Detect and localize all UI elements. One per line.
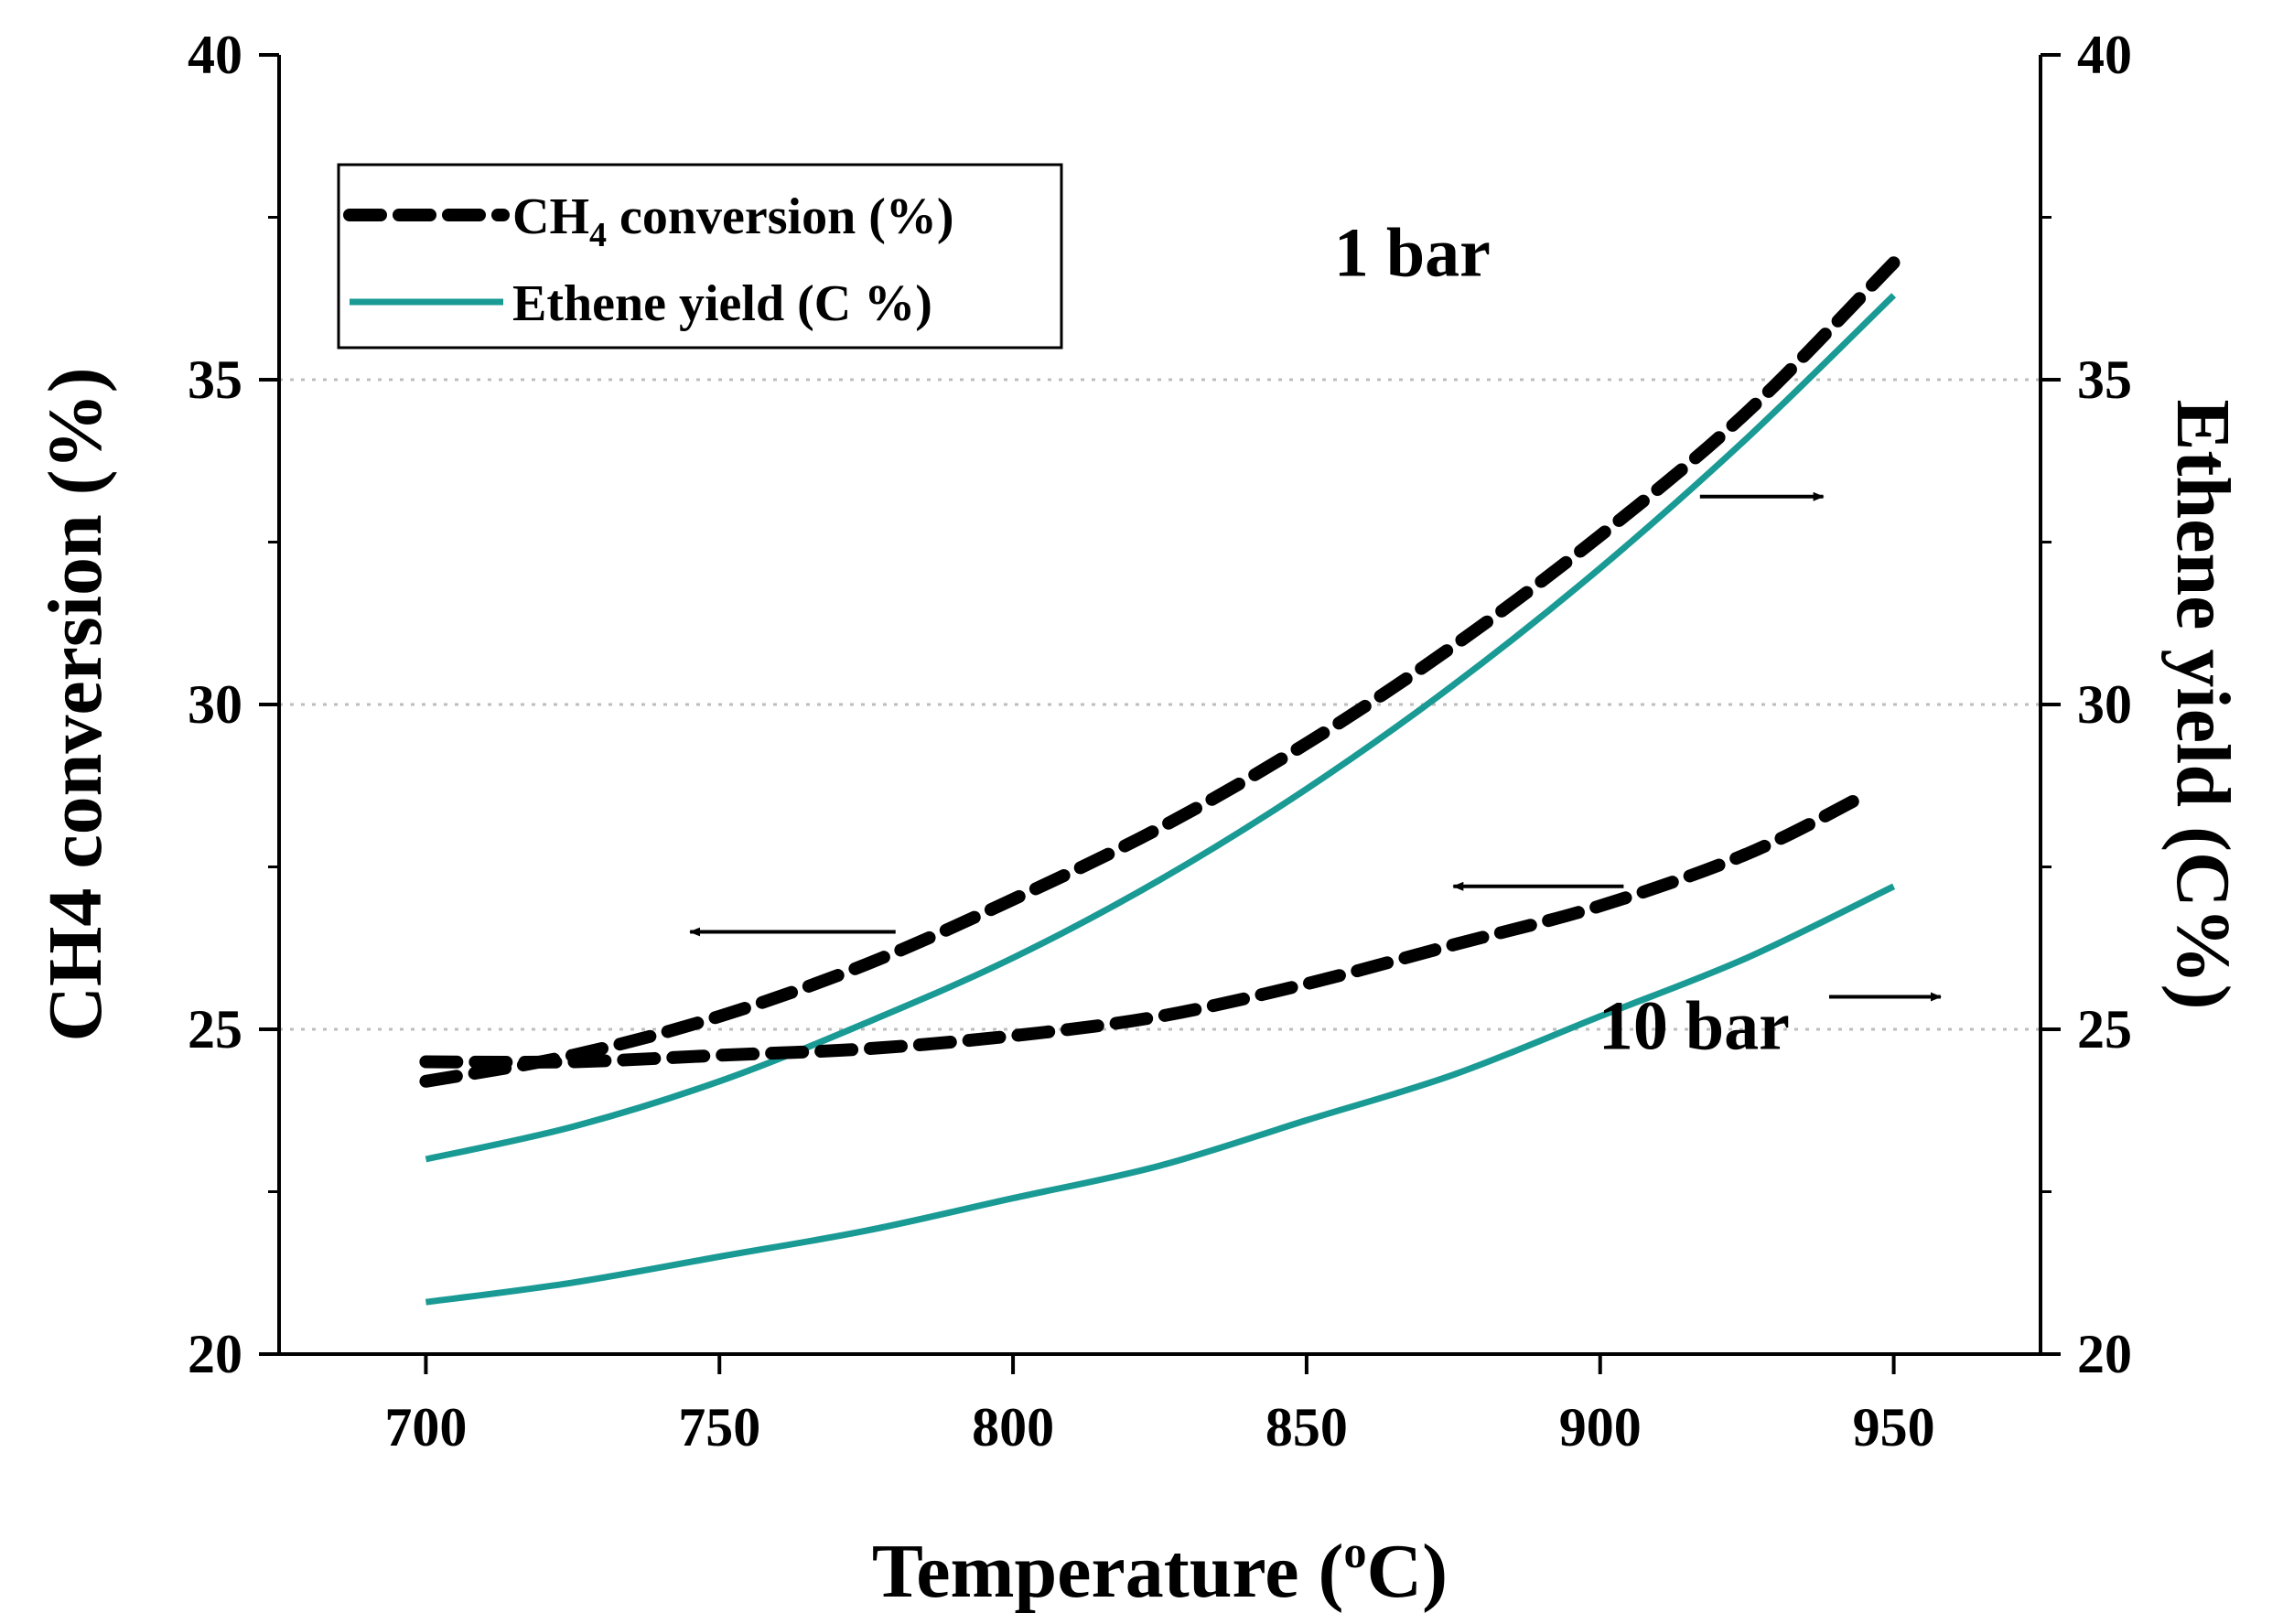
legend-label-ch4-sub: 4 bbox=[589, 216, 607, 254]
legend-label-ch4: CH4 conversion (%) bbox=[512, 188, 954, 254]
axis-titles: Temperature (oC) CH4 conversion (%) Ethene… bbox=[33, 367, 2245, 1614]
y2-axis-title: Ethene yield (C%) bbox=[2160, 399, 2245, 1009]
y2-tick-label: 20 bbox=[2077, 1324, 2132, 1384]
legend: CH4 conversion (%) Ethene yield (C %) bbox=[337, 163, 1063, 350]
x-tick-label: 800 bbox=[972, 1397, 1054, 1457]
grid-lines bbox=[279, 378, 2041, 1031]
y2-tick-label: 35 bbox=[2077, 350, 2132, 410]
y-tick-label: 20 bbox=[188, 1324, 242, 1384]
y-tick-label: 35 bbox=[188, 350, 242, 410]
series-group bbox=[419, 256, 1901, 1306]
series-line-1 bbox=[425, 293, 1897, 1163]
series-line-0 bbox=[419, 256, 1901, 1088]
legend-label-ch4-rest: conversion (%) bbox=[607, 188, 954, 245]
x-axis-title-sup: o bbox=[1343, 1526, 1366, 1577]
x-tick-label: 700 bbox=[384, 1397, 467, 1457]
x-tick-label: 950 bbox=[1853, 1397, 1935, 1457]
y-tick-label: 30 bbox=[188, 674, 242, 735]
x-axis-title-main: Temperature ( bbox=[872, 1529, 1344, 1614]
pressure-label: 1 bar bbox=[1334, 214, 1491, 291]
ticks: 700 750 800 850 900 950 20 25 30 35 40 20 25 30 35 40 bbox=[188, 25, 2132, 1457]
y-axis-title: CH4 conversion (%) bbox=[33, 367, 118, 1041]
y-tick-label: 40 bbox=[188, 25, 242, 85]
arrow-annotations bbox=[689, 491, 1942, 1002]
y-tick-label: 25 bbox=[188, 999, 242, 1059]
series-line-3 bbox=[425, 883, 1896, 1306]
series-line-2 bbox=[419, 789, 1871, 1070]
x-tick-label: 900 bbox=[1559, 1397, 1642, 1457]
y2-tick-label: 40 bbox=[2077, 25, 2132, 85]
x-tick-label: 750 bbox=[678, 1397, 760, 1457]
x-axis-title-end: C) bbox=[1366, 1529, 1448, 1614]
y2-tick-label: 30 bbox=[2077, 674, 2132, 735]
x-tick-label: 850 bbox=[1265, 1397, 1348, 1457]
y2-tick-label: 25 bbox=[2077, 999, 2132, 1059]
x-axis-title: Temperature (oC) bbox=[872, 1526, 1448, 1614]
pressure-label: 10 bar bbox=[1599, 987, 1790, 1064]
legend-label-ch4-main: CH bbox=[512, 188, 589, 245]
annotations: 1 bar 10 bar bbox=[1334, 214, 1790, 1064]
legend-label-ethene: Ethene yield (C %) bbox=[512, 275, 932, 332]
legend-box bbox=[337, 163, 1063, 350]
